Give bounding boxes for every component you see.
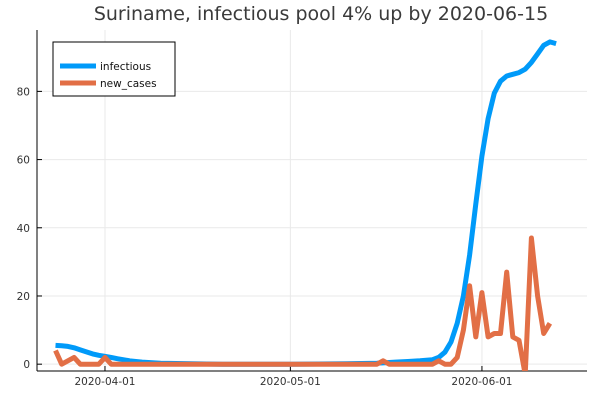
x-tick-label: 2020-04-01 xyxy=(74,376,135,388)
axes: 0 20 40 60 80 2020-04-01 2020-05-01 2020-06-01 xyxy=(17,30,587,388)
legend: infectious new_cases xyxy=(52,41,176,97)
y-tick-label: 40 xyxy=(17,223,30,235)
y-tick-label: 60 xyxy=(17,155,30,167)
y-tick-label: 20 xyxy=(17,291,30,303)
legend-box xyxy=(52,41,176,97)
series-lines xyxy=(53,39,557,371)
x-tick-label: 2020-05-01 xyxy=(260,376,321,388)
x-tick-label: 2020-06-01 xyxy=(451,376,512,388)
legend-label-new-cases: new_cases xyxy=(100,78,157,90)
legend-label-infectious: infectious xyxy=(100,61,151,73)
y-tick-label: 80 xyxy=(17,86,30,98)
chart-title: Suriname, infectious pool 4% up by 2020-… xyxy=(94,3,548,25)
series-line-infectious xyxy=(55,39,557,367)
y-tick-label: 0 xyxy=(23,359,30,371)
series-line-new-cases xyxy=(53,235,553,371)
